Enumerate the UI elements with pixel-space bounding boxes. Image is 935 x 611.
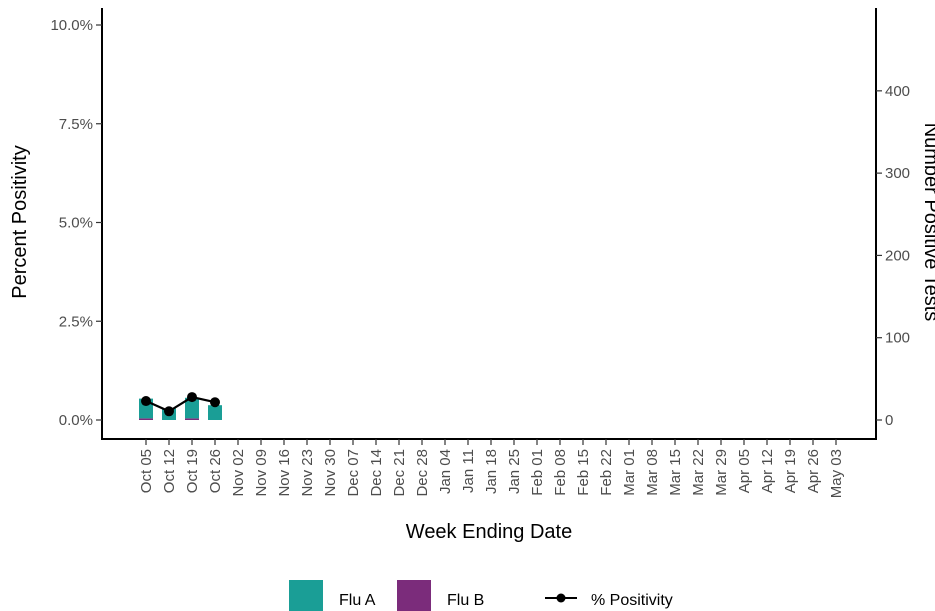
bar-flu-a	[185, 397, 199, 419]
legend-item-flu-b: Flu B	[397, 580, 484, 611]
x-tick-label: Oct 12	[161, 449, 178, 493]
legend: Flu A Flu B % Positivity	[289, 580, 673, 611]
x-tick-label: Jan 11	[460, 449, 477, 493]
legend-item-positivity: % Positivity	[545, 592, 673, 609]
y-axis-title: Percent Positivity	[9, 145, 31, 298]
positivity-line-layer	[141, 392, 220, 417]
y-tick-label: 7.5%	[59, 116, 93, 133]
x-tick-label: Feb 08	[552, 449, 569, 496]
x-tick-label: Apr 12	[759, 449, 776, 493]
legend-label-flu-b: Flu B	[447, 592, 484, 609]
positivity-point	[164, 406, 174, 417]
positivity-point	[187, 392, 197, 403]
left-axis-ticks: 0.0% 2.5% 5.0% 7.5% 10.0%	[50, 17, 102, 429]
x-tick-label: Dec 28	[414, 449, 431, 497]
y2-tick-label: 100	[885, 330, 910, 347]
legend-swatch-flu-a	[289, 580, 323, 611]
bar-flu-b	[139, 418, 153, 420]
y2-tick-label: 200	[885, 247, 910, 264]
positivity-point	[210, 397, 220, 408]
y-tick-label: 2.5%	[59, 313, 93, 330]
right-axis-ticks: 0 100 200 300 400	[876, 83, 910, 429]
x-tick-label: Nov 09	[253, 449, 270, 497]
x-tick-label: Feb 01	[529, 449, 546, 496]
x-tick-label: Jan 18	[483, 449, 500, 494]
positivity-point	[141, 396, 151, 407]
x-tick-label: Oct 19	[184, 449, 201, 493]
x-axis-title: Week Ending Date	[406, 521, 572, 543]
y-tick-label: 0.0%	[59, 412, 93, 429]
x-tick-label: Apr 19	[782, 449, 799, 493]
x-axis-ticks: Oct 05 Oct 12 Oct 19 Oct 26 Nov 02 Nov 09 Nov …	[138, 439, 845, 498]
y-tick-label: 5.0%	[59, 215, 93, 232]
y2-tick-label: 400	[885, 83, 910, 100]
x-tick-label: Mar 29	[713, 449, 730, 496]
x-tick-label: Oct 26	[207, 449, 224, 493]
x-tick-label: Mar 01	[621, 449, 638, 496]
x-tick-label: Apr 05	[736, 449, 753, 493]
x-tick-label: Jan 04	[437, 449, 454, 494]
legend-item-flu-a: Flu A	[289, 580, 376, 611]
x-tick-label: Feb 22	[598, 449, 615, 496]
y-tick-label: 10.0%	[50, 17, 93, 34]
x-tick-label: Nov 23	[299, 449, 316, 497]
x-tick-label: Dec 07	[345, 449, 362, 497]
x-tick-label: Mar 22	[690, 449, 707, 496]
x-tick-label: Mar 08	[644, 449, 661, 496]
y2-tick-label: 0	[885, 412, 893, 429]
x-tick-label: Nov 30	[322, 449, 339, 497]
x-tick-label: Nov 02	[230, 449, 247, 497]
x-tick-label: Jan 25	[506, 449, 523, 494]
bar-flu-a	[208, 405, 222, 420]
legend-swatch-flu-b	[397, 580, 431, 611]
x-tick-label: May 03	[828, 449, 845, 498]
y2-axis-title: Number Positive Tests	[920, 123, 935, 322]
legend-label-positivity: % Positivity	[591, 592, 673, 609]
x-tick-label: Oct 05	[138, 449, 155, 493]
bar-flu-b	[185, 418, 199, 420]
positivity-line	[145, 395, 216, 413]
y2-tick-label: 300	[885, 165, 910, 182]
x-tick-label: Nov 16	[276, 449, 293, 497]
legend-marker-positivity	[556, 593, 566, 603]
x-tick-label: Mar 15	[667, 449, 684, 496]
x-tick-label: Dec 14	[368, 449, 385, 497]
legend-label-flu-a: Flu A	[339, 592, 376, 609]
x-tick-label: Apr 26	[805, 449, 822, 493]
x-tick-label: Dec 21	[391, 449, 408, 497]
x-tick-label: Feb 15	[575, 449, 592, 496]
